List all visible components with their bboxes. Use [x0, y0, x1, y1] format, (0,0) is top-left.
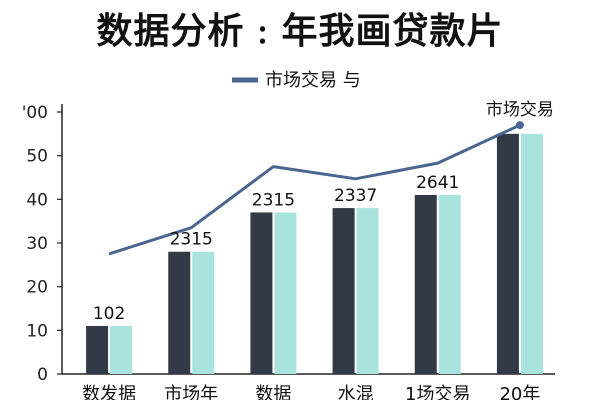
x-tick-label: 1场交易: [405, 384, 470, 400]
bar-data-label: 2315: [252, 190, 295, 210]
bar-light: [356, 208, 379, 374]
x-tick-label: 水混: [338, 384, 374, 400]
y-tick-label: 40: [26, 190, 48, 210]
y-tick-label: 20: [26, 278, 48, 298]
trend-line: 市场交易: [108, 100, 554, 256]
legend: 市场交易 与: [232, 70, 361, 91]
bar-light: [192, 251, 215, 374]
bar-light: [110, 325, 133, 374]
bar-dark: [414, 194, 437, 374]
x-tick-label: 20年: [499, 384, 540, 400]
chart-title: 数据分析﹕年我画贷款片: [96, 11, 504, 52]
bar-dark: [86, 325, 109, 374]
trend-line-path: [108, 123, 521, 256]
y-tick-label: 0: [37, 365, 48, 385]
legend-label: 市场交易 与: [265, 70, 361, 91]
y-tick-label: 10: [26, 321, 48, 341]
y-tick-label: '00: [22, 103, 48, 123]
bar-data-label: 2315: [170, 230, 213, 250]
bar-dark: [332, 208, 355, 374]
bar-dark: [496, 133, 519, 374]
x-tick-label: 数发据: [82, 384, 136, 400]
bar-data-label: 2337: [334, 186, 377, 206]
x-tick-label: 数据: [255, 384, 291, 400]
y-tick-label: 30: [26, 234, 48, 254]
bar-data-label: 102: [93, 304, 125, 324]
bars: 数发据 市场年 数据 水混 1场交易 20年: [82, 133, 543, 400]
axes: 0 10 20 30 40 50 '00: [22, 103, 555, 385]
data-labels: 102 2315 2315 2337 2641: [93, 173, 460, 324]
bar-dark: [250, 212, 273, 374]
bar-light: [520, 133, 543, 374]
trend-line-end-label: 市场交易: [486, 100, 554, 120]
trend-line-end-point: [515, 121, 524, 130]
x-tick-label: 市场年: [164, 384, 218, 400]
y-tick-label: 50: [26, 147, 48, 167]
bar-dark: [168, 251, 191, 374]
bar-data-label: 2641: [416, 173, 459, 193]
bar-light: [438, 194, 461, 374]
bar-light: [274, 212, 297, 374]
